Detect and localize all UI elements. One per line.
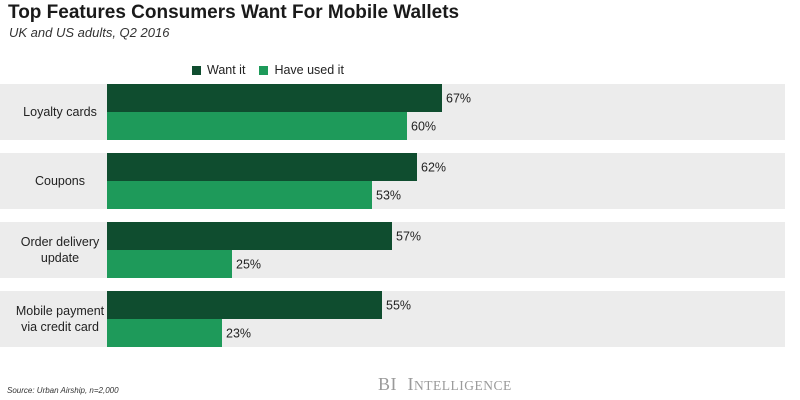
chart-legend: Want it Have used it [192,63,358,77]
value-label-used: 25% [236,258,261,272]
bar-want [107,153,417,181]
legend-item-want: Want it [192,63,245,77]
legend-label-want: Want it [207,63,246,77]
category-label: Mobile payment via credit card [16,304,105,334]
bar-used [107,319,222,347]
value-label-want: 62% [421,161,446,175]
source-note: Source: Urban Airship, n=2,000 [7,386,119,395]
legend-swatch-want [192,65,201,75]
legend-swatch-used [259,65,269,75]
category-label-line: update [41,251,79,265]
brand-rest: NTELLIGENCE [414,378,512,393]
category-label-line: Loyalty cards [23,105,97,119]
bar-used [107,181,372,209]
bar-want [107,84,442,112]
value-label-want: 57% [396,230,421,244]
value-label-used: 53% [376,189,401,203]
category-label-line: Mobile payment [16,304,105,318]
brand-first-letter: I [407,374,414,394]
brand-initials: BI [378,374,397,394]
category-label-line: Order delivery [21,235,100,249]
value-label-used: 23% [226,327,251,341]
bar-want [107,222,392,250]
value-label-want: 67% [446,92,471,106]
category-label: Order delivery update [21,235,100,265]
bar-want [107,291,382,319]
legend-label-used: Have used it [274,63,344,77]
category-label: Loyalty cards [23,105,97,119]
bar-used [107,250,232,278]
bar-used [107,112,407,140]
category-label: Coupons [35,174,85,188]
value-label-want: 55% [386,299,411,313]
category-label-line: via credit card [21,320,99,334]
value-label-used: 60% [411,120,436,134]
chart-subtitle: UK and US adults, Q2 2016 [9,25,170,40]
chart-title: Top Features Consumers Want For Mobile W… [8,2,460,23]
category-label-line: Coupons [35,174,85,188]
brand-logo: BI INTELLIGENCE [378,374,512,395]
legend-item-used: Have used it [259,63,344,77]
